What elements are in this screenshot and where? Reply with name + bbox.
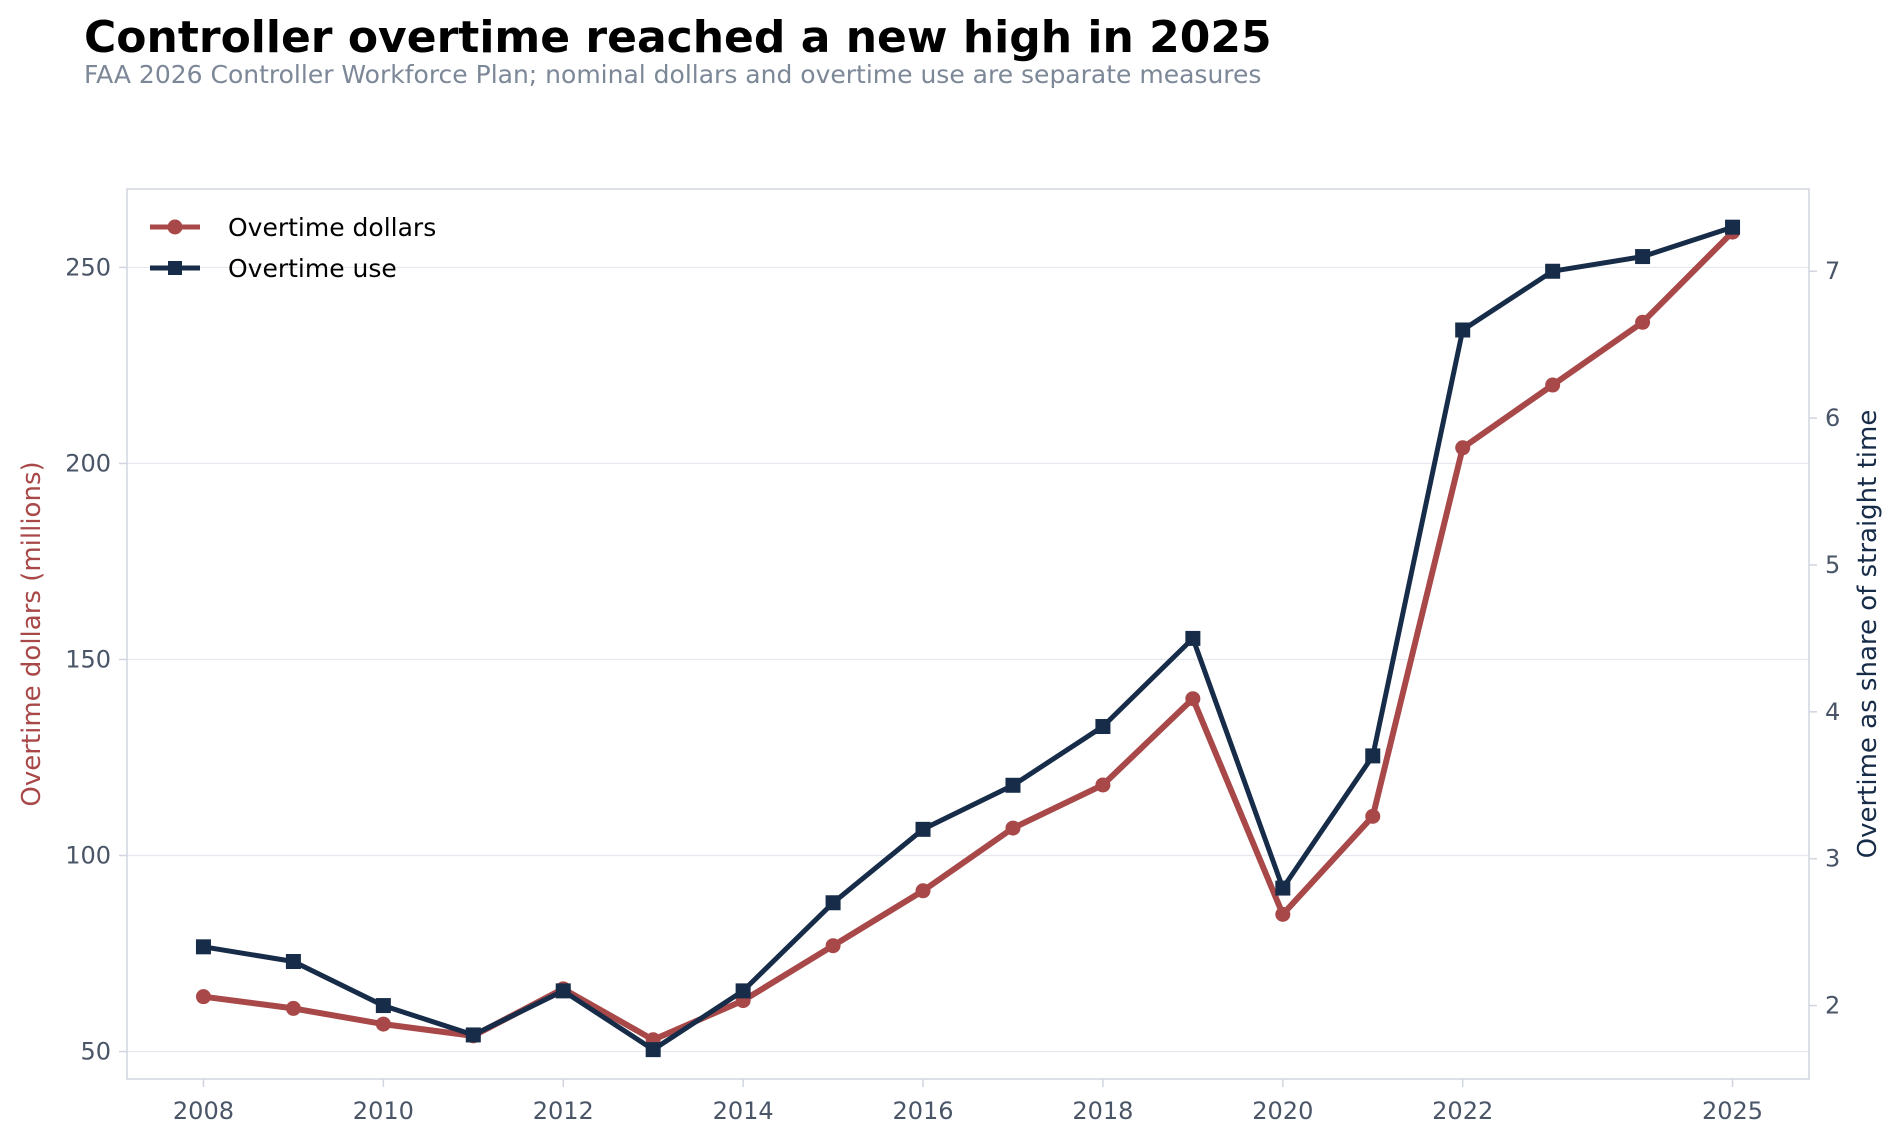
right-y-axis: 2 3 4 5 6 7 — [1809, 257, 1840, 1020]
point-overtime-dollars-2010 — [375, 1016, 391, 1032]
point-overtime-use-2025 — [1725, 219, 1741, 235]
x-tick-label-2018: 2018 — [1072, 1097, 1133, 1125]
point-overtime-use-2023 — [1545, 263, 1561, 279]
right-tick-label-7: 7 — [1825, 257, 1840, 285]
chart-title: Controller overtime reached a new high i… — [84, 12, 1272, 63]
legend-marker-overtime-dollars — [167, 219, 183, 235]
x-tick-label-2008: 2008 — [173, 1097, 234, 1125]
point-overtime-use-2015 — [825, 895, 841, 911]
left-tick-label-50: 50 — [80, 1038, 111, 1066]
right-tick-label-5: 5 — [1825, 551, 1840, 579]
x-tick-label-2025: 2025 — [1702, 1097, 1763, 1125]
right-tick-label-6: 6 — [1825, 404, 1840, 432]
point-overtime-use-2011 — [465, 1027, 481, 1043]
point-overtime-dollars-2023 — [1545, 377, 1561, 393]
right-axis-label: Overtime as share of straight time — [1853, 410, 1883, 859]
point-overtime-dollars-2024 — [1635, 314, 1651, 330]
x-tick-label-2020: 2020 — [1252, 1097, 1313, 1125]
right-tick-label-2: 2 — [1825, 992, 1840, 1020]
series-layer — [195, 219, 1741, 1058]
point-overtime-dollars-2016 — [915, 883, 931, 899]
point-overtime-use-2012 — [555, 983, 571, 999]
x-axis: 2008 2010 2012 2014 2016 2018 2020 2022 2025 — [173, 1079, 1763, 1125]
x-tick-label-2022: 2022 — [1432, 1097, 1493, 1125]
point-overtime-use-2014 — [735, 983, 751, 999]
legend-marker-overtime-use — [168, 261, 182, 275]
point-overtime-dollars-2017 — [1005, 820, 1021, 836]
point-overtime-dollars-2015 — [825, 938, 841, 954]
chart-subtitle: FAA 2026 Controller Workforce Plan; nomi… — [84, 60, 1262, 89]
point-overtime-dollars-2020 — [1275, 906, 1291, 922]
x-tick-label-2010: 2010 — [353, 1097, 414, 1125]
point-overtime-use-2019 — [1185, 630, 1201, 646]
series-line-overtime-dollars — [200, 229, 1736, 1043]
x-tick-label-2014: 2014 — [713, 1097, 774, 1125]
point-overtime-use-2010 — [375, 998, 391, 1014]
left-tick-label-200: 200 — [65, 449, 111, 477]
point-overtime-use-2021 — [1365, 748, 1381, 764]
gridlines — [127, 266, 1809, 1053]
point-overtime-use-2024 — [1635, 249, 1651, 265]
legend-label-overtime-dollars: Overtime dollars — [228, 213, 436, 242]
point-overtime-dollars-2021 — [1365, 808, 1381, 824]
point-overtime-dollars-2018 — [1095, 777, 1111, 793]
point-overtime-use-2013 — [645, 1042, 661, 1058]
legend: Overtime dollars Overtime use — [150, 213, 436, 283]
left-axis-label: Overtime dollars (millions) — [17, 461, 47, 806]
right-tick-label-3: 3 — [1825, 845, 1840, 873]
legend-label-overtime-use: Overtime use — [228, 254, 397, 283]
left-tick-label-150: 150 — [65, 645, 111, 673]
plot-frame — [126, 188, 1810, 1080]
point-overtime-use-2022 — [1455, 322, 1471, 338]
point-overtime-use-2017 — [1005, 777, 1021, 793]
point-overtime-use-2009 — [285, 954, 301, 970]
point-overtime-use-2016 — [915, 821, 931, 837]
point-overtime-use-2018 — [1095, 719, 1111, 735]
left-y-axis: 50 100 150 200 250 — [65, 253, 127, 1066]
point-overtime-dollars-2019 — [1185, 691, 1201, 707]
left-tick-label-100: 100 — [65, 842, 111, 870]
point-overtime-use-2008 — [195, 939, 211, 955]
point-overtime-dollars-2009 — [285, 1000, 301, 1016]
left-tick-label-250: 250 — [65, 253, 111, 281]
right-tick-label-4: 4 — [1825, 698, 1840, 726]
point-overtime-dollars-2022 — [1455, 440, 1471, 456]
x-tick-label-2016: 2016 — [892, 1097, 953, 1125]
series-line-overtime-use — [201, 224, 1735, 1053]
point-overtime-use-2020 — [1275, 880, 1291, 896]
point-overtime-dollars-2008 — [195, 989, 211, 1005]
x-tick-label-2012: 2012 — [533, 1097, 594, 1125]
